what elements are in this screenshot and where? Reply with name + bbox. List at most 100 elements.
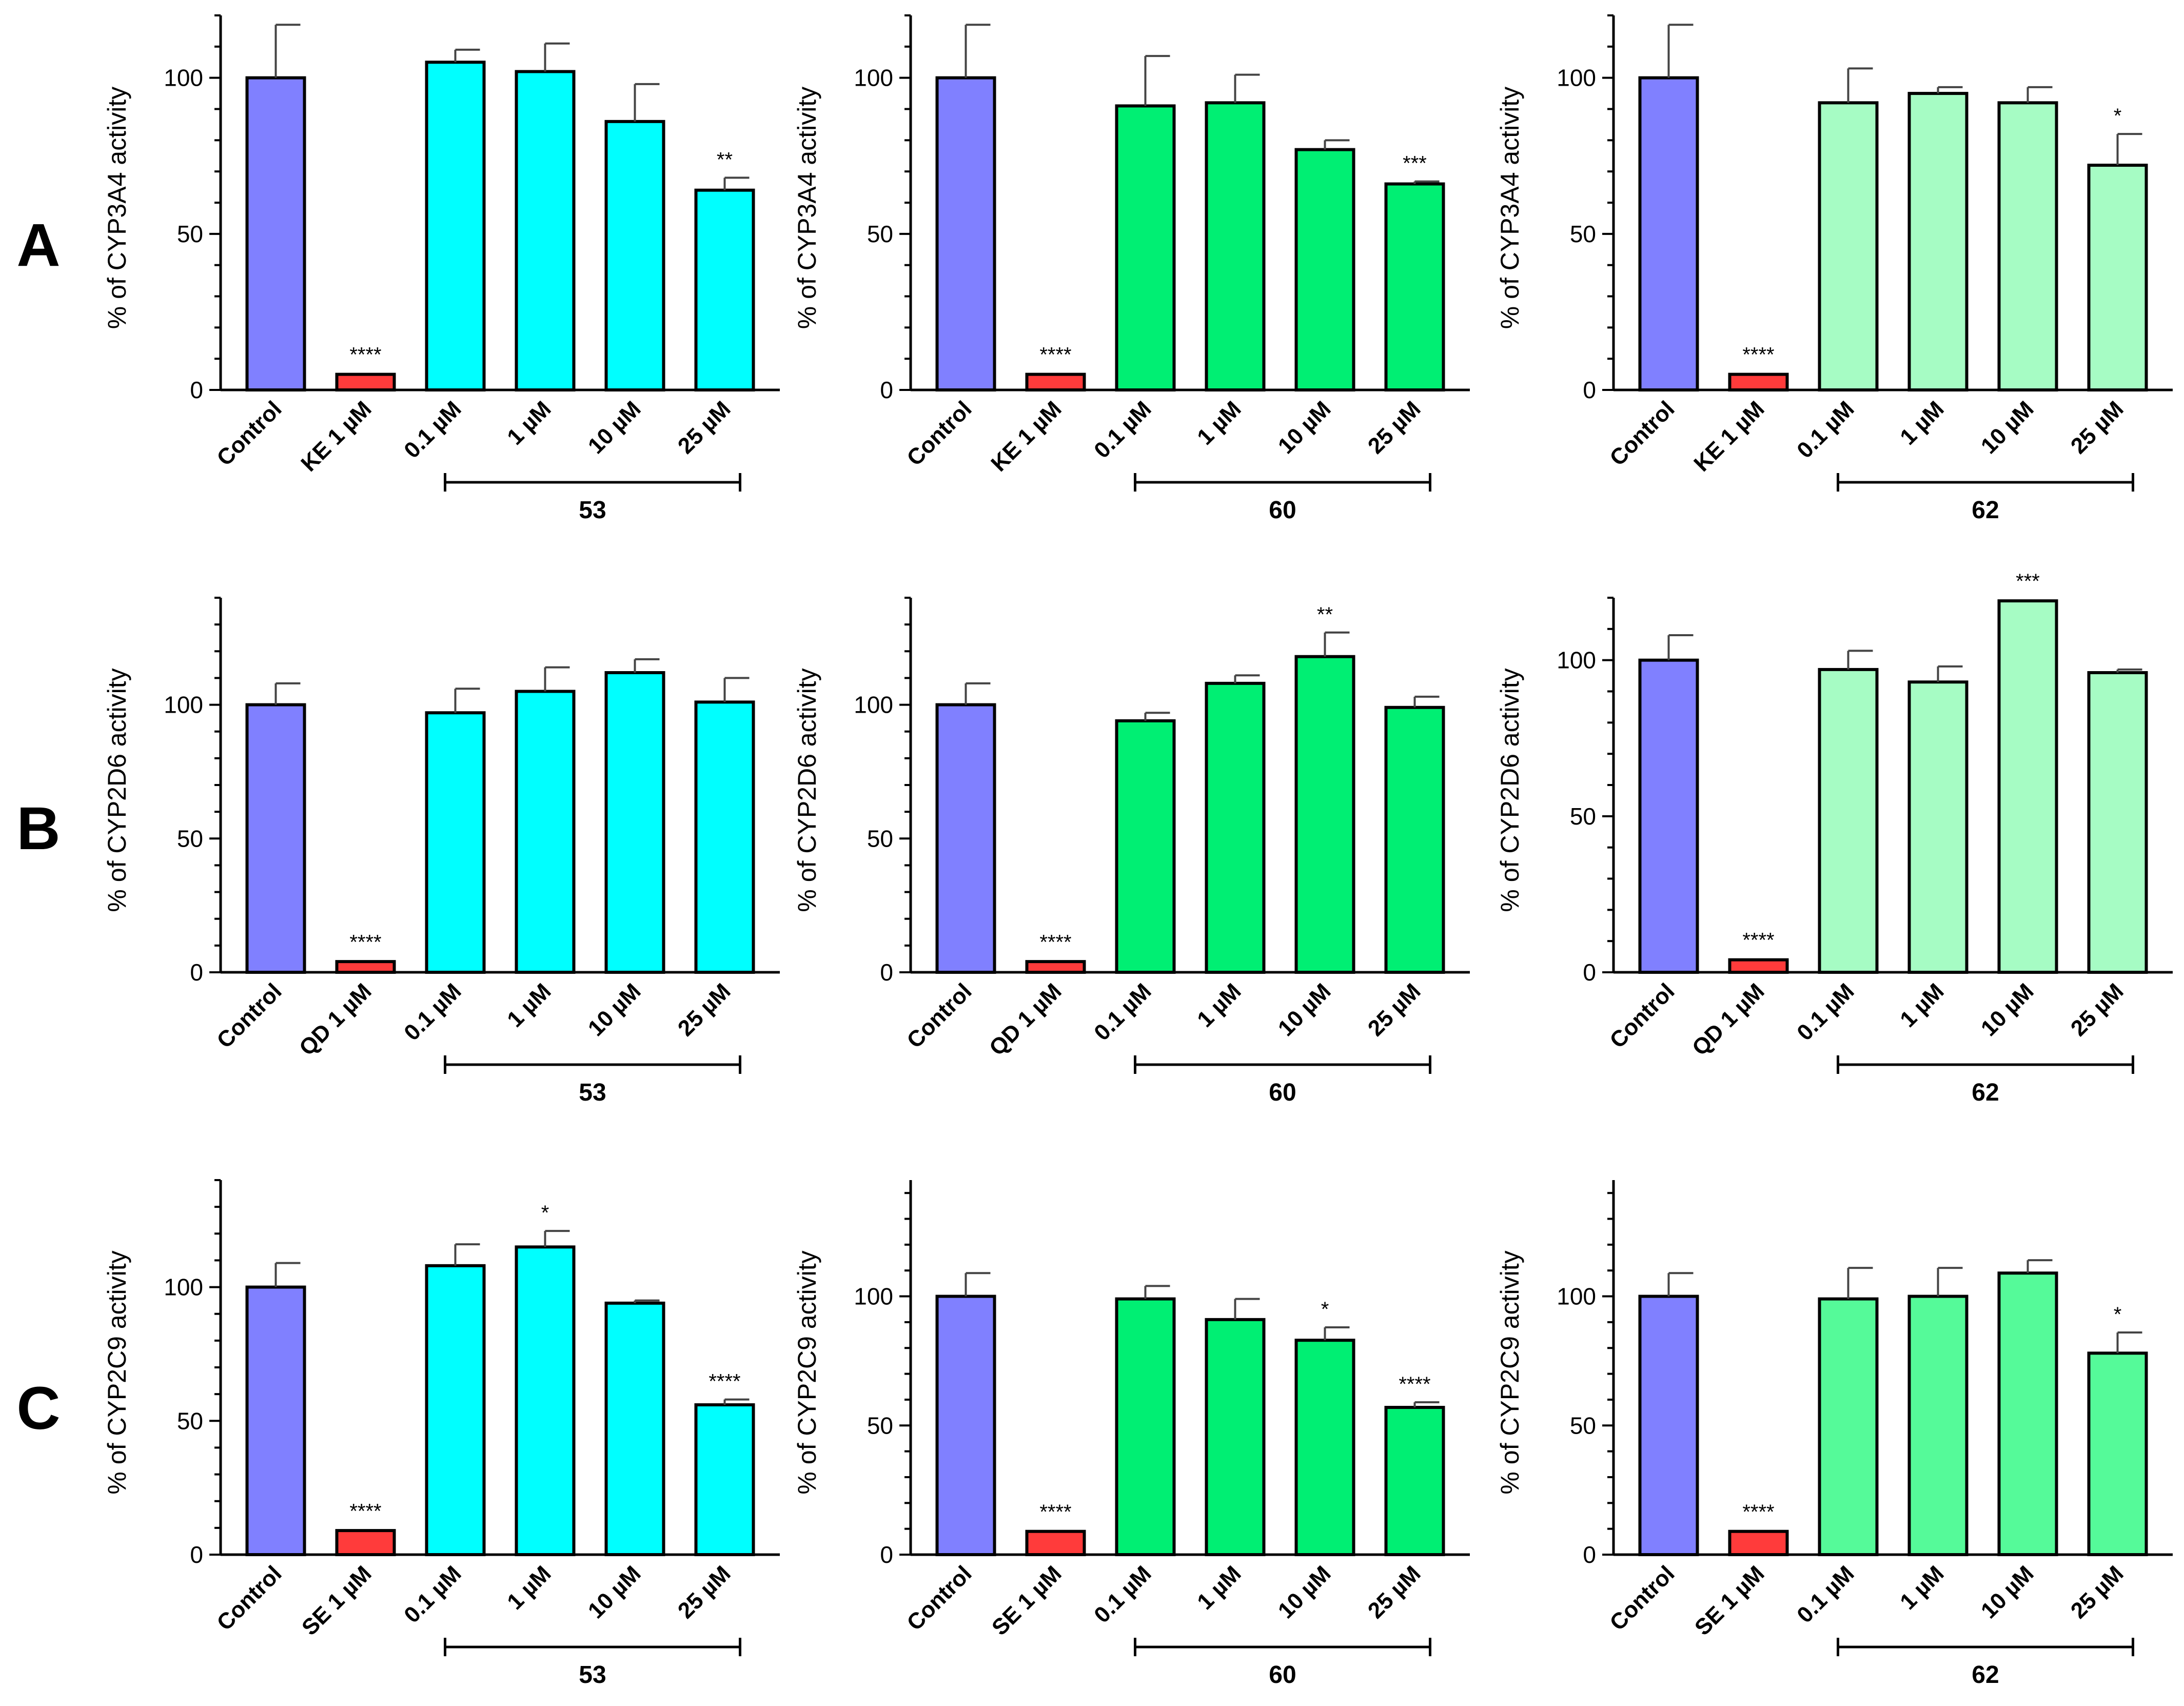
- bar-4: [1294, 655, 1355, 974]
- y-tick-label: 0: [880, 377, 893, 403]
- bar-3: [1205, 681, 1266, 974]
- category-label-5: 25 µM: [673, 1561, 736, 1623]
- bar-5: [1384, 1406, 1445, 1556]
- y-axis-label: % of CYP2C9 activity: [793, 1250, 821, 1494]
- row-label-b: B: [16, 795, 60, 862]
- category-label-1: SE 1 µM: [1690, 1561, 1769, 1640]
- category-label-4: 10 µM: [583, 978, 646, 1041]
- bar-3: [515, 1245, 576, 1557]
- category-label-2: 0.1 µM: [399, 1561, 466, 1627]
- category-label-3: 1 µM: [1895, 396, 1949, 449]
- category-label-4: 10 µM: [1976, 1561, 2039, 1623]
- compound-label: 53: [579, 497, 606, 524]
- bar-1: [1025, 372, 1086, 391]
- bar-4: [1294, 1339, 1355, 1556]
- category-label-4: 10 µM: [583, 1561, 646, 1623]
- y-axis-label: % of CYP2D6 activity: [793, 668, 821, 912]
- bar-4: [1997, 599, 2058, 974]
- y-tick-label: 100: [1557, 1283, 1596, 1310]
- significance-label-1: ****: [1742, 929, 1774, 952]
- bar-2: [1818, 668, 1879, 974]
- y-axis-label: % of CYP3A4 activity: [103, 87, 131, 329]
- chart-panel-b-53: 0 50 100 % of CYP2D6 activity Control **** QD …: [103, 597, 780, 1106]
- category-label-5: 25 µM: [673, 978, 736, 1041]
- bar-2: [1818, 1297, 1879, 1556]
- bar-2: [1115, 1297, 1176, 1556]
- y-tick-label: 0: [1583, 1541, 1596, 1568]
- y-tick-label: 100: [854, 1283, 893, 1310]
- bar-5: [2087, 164, 2148, 391]
- category-label-3: 1 µM: [1895, 1561, 1949, 1614]
- category-label-3: 1 µM: [502, 396, 556, 449]
- y-tick-label: 50: [177, 221, 203, 247]
- compound-label: 62: [1972, 497, 1999, 524]
- category-label-0: Control: [212, 1561, 286, 1635]
- category-label-0: Control: [902, 978, 976, 1053]
- y-tick-label: 50: [1570, 803, 1596, 830]
- bar-4: [604, 671, 665, 974]
- significance-label-4: *: [1321, 1298, 1329, 1321]
- compound-label: 60: [1269, 497, 1296, 524]
- category-label-0: Control: [212, 978, 286, 1053]
- significance-label-1: ****: [1039, 1501, 1071, 1523]
- chart-panel-c-62: 0 50 100 % of CYP2C9 activity Control **** SE …: [1496, 1180, 2173, 1689]
- y-tick-label: 100: [854, 692, 893, 718]
- row-label-a: A: [16, 211, 60, 279]
- y-tick-label: 100: [164, 692, 203, 718]
- chart-panel-c-60: 0 50 100 % of CYP2C9 activity Control **** SE …: [793, 1180, 1470, 1689]
- significance-label-1: ****: [349, 344, 381, 366]
- bar-0: [935, 76, 996, 391]
- significance-label-4: ***: [2016, 570, 2040, 593]
- bar-0: [935, 703, 996, 974]
- y-tick-label: 100: [164, 1274, 203, 1301]
- category-label-3: 1 µM: [502, 978, 556, 1032]
- category-label-4: 10 µM: [1976, 978, 2039, 1041]
- bar-1: [335, 1529, 396, 1557]
- y-tick-label: 50: [867, 221, 893, 247]
- category-label-5: 25 µM: [1363, 978, 1426, 1041]
- chart-panel-b-60: 0 50 100 % of CYP2D6 activity Control **** QD …: [793, 597, 1470, 1106]
- row-label-c: C: [16, 1375, 60, 1442]
- bar-4: [604, 120, 665, 392]
- category-label-3: 1 µM: [502, 1561, 556, 1614]
- category-label-2: 0.1 µM: [399, 396, 466, 463]
- y-tick-label: 0: [880, 959, 893, 986]
- category-label-5: 25 µM: [1363, 396, 1426, 459]
- bar-0: [245, 76, 306, 391]
- category-label-3: 1 µM: [1192, 396, 1246, 449]
- chart-panel-a-62: 0 50 100 % of CYP3A4 activity Control **** KE …: [1496, 14, 2173, 524]
- bar-3: [515, 70, 576, 391]
- y-tick-label: 50: [867, 825, 893, 852]
- bar-5: [1384, 182, 1445, 391]
- bar-0: [245, 703, 306, 974]
- y-tick-label: 100: [164, 65, 203, 91]
- category-label-0: Control: [1605, 1561, 1679, 1635]
- significance-label-1: ****: [349, 1500, 381, 1522]
- category-label-4: 10 µM: [1273, 396, 1336, 459]
- bar-1: [1728, 372, 1789, 391]
- category-label-3: 1 µM: [1192, 1561, 1246, 1614]
- significance-label-4: **: [1317, 603, 1333, 626]
- y-axis-label: % of CYP2D6 activity: [103, 668, 131, 912]
- bar-0: [1638, 76, 1699, 391]
- category-label-2: 0.1 µM: [1089, 1561, 1156, 1627]
- bar-4: [604, 1301, 665, 1557]
- category-label-0: Control: [1605, 978, 1679, 1053]
- category-label-0: Control: [212, 396, 286, 470]
- category-label-2: 0.1 µM: [1792, 978, 1859, 1045]
- bar-3: [1907, 92, 1969, 392]
- bar-3: [1907, 680, 1969, 974]
- category-label-2: 0.1 µM: [1792, 1561, 1859, 1627]
- category-label-5: 25 µM: [2066, 396, 2129, 459]
- category-label-5: 25 µM: [2066, 1561, 2129, 1623]
- bar-4: [1294, 148, 1355, 391]
- compound-label: 62: [1972, 1661, 1999, 1689]
- y-tick-label: 0: [880, 1541, 893, 1568]
- chart-panel-b-62: 0 50 100 % of CYP2D6 activity Control **** QD …: [1496, 570, 2173, 1106]
- bar-5: [1384, 705, 1445, 974]
- category-label-1: KE 1 µM: [986, 396, 1066, 476]
- compound-label: 53: [579, 1079, 606, 1106]
- category-label-5: 25 µM: [2066, 978, 2129, 1041]
- category-label-2: 0.1 µM: [1089, 396, 1156, 463]
- bar-5: [694, 188, 755, 391]
